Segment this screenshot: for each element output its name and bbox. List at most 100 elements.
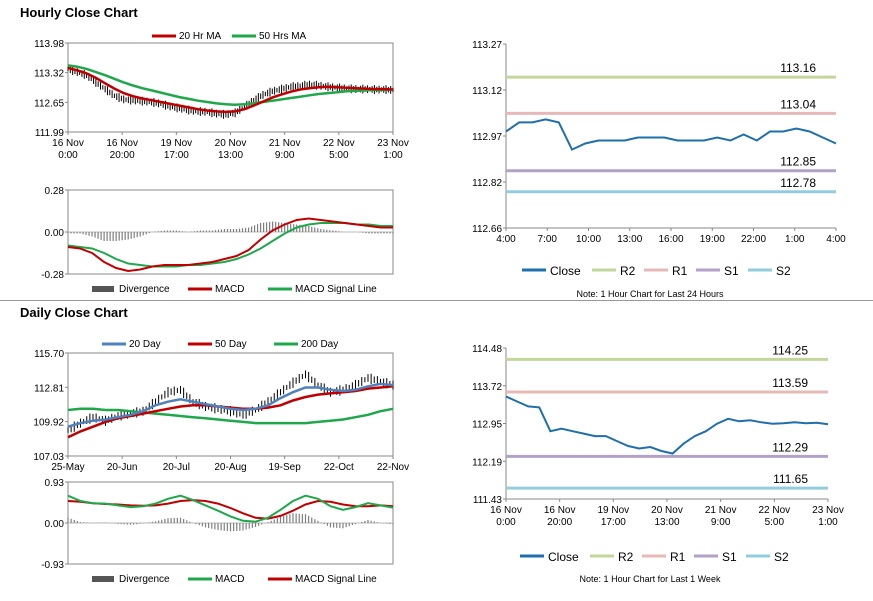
- daily-levels-x-tick: 20 Nov: [651, 505, 683, 516]
- daily-macd-signal-line: [67, 499, 394, 520]
- daily-levels-x-tick: 17:00: [601, 517, 626, 528]
- hourly-levels-x-tick: 22:00: [741, 234, 766, 245]
- daily-levels-close-line: [505, 395, 829, 455]
- hourly-levels-chart: 113.27 113.12 112.97 112.82 112.66 113.16 113.…: [472, 40, 846, 299]
- daily-macd-legend-swatch: [92, 576, 114, 582]
- daily-levels-y-tick: 112.19: [472, 457, 502, 468]
- hourly-macd-legend-label: MACD: [215, 284, 244, 295]
- daily-price-legend-label: 20 Day: [129, 339, 161, 350]
- hourly-levels-x-tick: 1:00: [785, 234, 805, 245]
- level-label-r2: 114.25: [772, 343, 808, 357]
- hourly-levels-legend-label: R2: [620, 264, 636, 278]
- daily-levels-x-tick: 23 Nov: [812, 505, 844, 516]
- daily-levels-x-tick: 9:00: [711, 517, 731, 528]
- hourly-levels-x-tick: 13:00: [617, 234, 642, 245]
- hourly-levels-x-tick: 19:00: [700, 234, 725, 245]
- hourly-levels-close-line: [505, 118, 837, 151]
- hourly-macd-chart: 0.28 0.00 -0.28 Divergence MACD MACD Signal L…: [41, 186, 394, 295]
- daily-levels-x-tick: 19 Nov: [597, 505, 629, 516]
- hourly-price-legend-label: 20 Hr MA: [179, 31, 222, 42]
- daily-levels-note: Note: 1 Hour Chart for Last 1 Week: [580, 574, 721, 584]
- daily-levels-x-tick: 16 Nov: [490, 505, 522, 516]
- hourly-levels-y-tick: 113.12: [472, 86, 502, 97]
- daily-price-legend-label: 50 Day: [215, 339, 247, 350]
- daily-price-x-tick: 22-Nov: [377, 462, 409, 473]
- macd-line: [67, 217, 393, 273]
- daily-price-y-tick: 112.81: [34, 383, 64, 394]
- section-divider: [0, 300, 873, 301]
- hourly-price-y-tick: 113.98: [34, 39, 64, 50]
- hourly-levels-y-tick: 112.66: [472, 224, 502, 235]
- hourly-levels-note: Note: 1 Hour Chart for Last 24 Hours: [576, 289, 724, 299]
- ma20-line: [67, 66, 394, 114]
- daily-macd-legend-label: Divergence: [119, 574, 170, 585]
- daily-levels-y-tick: 111.43: [473, 495, 503, 506]
- undefined-y-tick: 0.00: [45, 228, 65, 239]
- hourly-price-x-tick: 16 Nov: [106, 138, 138, 149]
- daily-levels-x-tick: 20:00: [547, 517, 572, 528]
- plot-frame: [67, 352, 394, 457]
- daily-levels-legend-label: S1: [722, 550, 737, 564]
- daily-price-x-tick: 25-May: [51, 462, 84, 473]
- daily-levels-chart: 114.48 113.72 112.95 112.19 111.43 114.25 113.…: [472, 343, 844, 584]
- undefined-y-tick: 0.28: [45, 186, 65, 197]
- level-label-s1: 112.85: [780, 155, 816, 169]
- daily-levels-y-tick: 113.72: [472, 382, 502, 393]
- hourly-price-x-tick: 22 Nov: [323, 138, 355, 149]
- level-label-s1: 112.29: [772, 440, 808, 454]
- hourly-price-y-tick: 111.99: [35, 128, 65, 139]
- daily-levels-x-tick: 0:00: [496, 517, 516, 528]
- daily-levels-x-tick: 21 Nov: [705, 505, 737, 516]
- daily-levels-legend-label: R2: [618, 550, 634, 564]
- daily-price-y-tick: 107.03: [33, 452, 64, 463]
- ma200-line: [67, 407, 394, 425]
- level-label-r1: 113.04: [780, 97, 816, 111]
- hourly-price-x-tick: 17:00: [164, 150, 189, 161]
- undefined-y-tick: 0.00: [45, 519, 65, 530]
- daily-levels-legend-label: S2: [774, 550, 789, 564]
- hourly-price-x-tick: 1:00: [383, 150, 403, 161]
- hourly-section-title: Hourly Close Chart: [20, 5, 138, 20]
- daily-price-x-tick: 20-Jul: [163, 462, 190, 473]
- daily-levels-y-tick: 114.48: [472, 344, 502, 355]
- daily-section-title: Daily Close Chart: [20, 305, 128, 320]
- hourly-levels-x-tick: 16:00: [658, 234, 683, 245]
- hourly-price-x-tick: 9:00: [275, 150, 295, 161]
- hourly-levels-legend-label: S2: [776, 264, 791, 278]
- level-label-r1: 113.59: [772, 376, 808, 390]
- hourly-levels-legend-label: S1: [724, 264, 739, 278]
- hourly-levels-legend-label: R1: [672, 264, 688, 278]
- hourly-macd-legend-swatch: [92, 286, 114, 292]
- undefined-y-tick: -0.28: [41, 270, 64, 281]
- hourly-price-x-tick: 5:00: [329, 150, 349, 161]
- daily-levels-x-tick: 1:00: [818, 517, 838, 528]
- daily-price-y-tick: 109.92: [33, 418, 64, 429]
- undefined-y-tick: -0.93: [41, 560, 64, 571]
- daily-levels-legend-label: Close: [548, 550, 579, 564]
- daily-levels-x-tick: 22 Nov: [758, 505, 790, 516]
- hourly-price-x-tick: 23 Nov: [377, 138, 409, 149]
- level-label-s2: 111.65: [773, 472, 808, 486]
- ma50-line: [67, 64, 394, 106]
- daily-price-x-tick: 20-Aug: [214, 462, 246, 473]
- daily-price-x-tick: 22-Oct: [324, 462, 354, 473]
- daily-levels-x-tick: 5:00: [765, 517, 785, 528]
- daily-levels-legend-label: R1: [670, 550, 686, 564]
- hourly-price-x-tick: 20 Nov: [215, 138, 247, 149]
- hourly-macd-legend-label: Divergence: [119, 284, 170, 295]
- hourly-levels-x-tick: 4:00: [826, 234, 846, 245]
- hourly-price-y-tick: 113.32: [34, 69, 64, 80]
- daily-levels-x-tick: 13:00: [654, 517, 679, 528]
- daily-price-x-tick: 19-Sep: [269, 462, 302, 473]
- hourly-levels-x-tick: 7:00: [538, 234, 558, 245]
- hourly-levels-legend-label: Close: [550, 264, 581, 278]
- hourly-levels-x-tick: 4:00: [496, 234, 516, 245]
- hourly-price-x-tick: 16 Nov: [52, 138, 84, 149]
- daily-macd-chart: 0.93 0.00 -0.93 Divergence MACD MACD Signal L…: [41, 478, 394, 585]
- hourly-price-x-tick: 21 Nov: [269, 138, 301, 149]
- daily-macd-legend-label: MACD: [215, 574, 244, 585]
- daily-macd-legend-label: MACD Signal Line: [295, 574, 377, 585]
- level-label-r2: 113.16: [780, 61, 816, 75]
